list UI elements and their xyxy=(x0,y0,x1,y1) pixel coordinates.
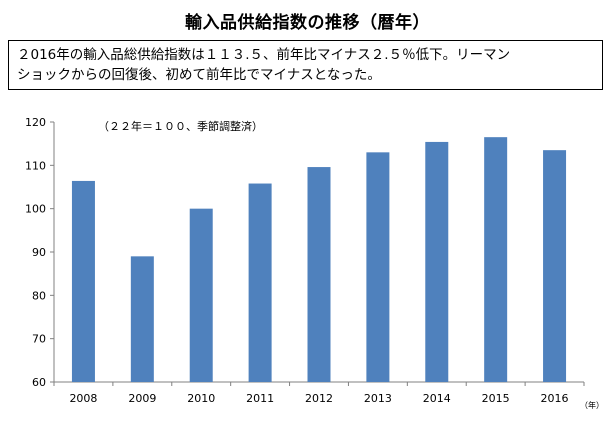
x-tick-label: 2008 xyxy=(69,392,97,405)
x-tick-label: 2014 xyxy=(423,392,451,405)
x-tick-label: 2015 xyxy=(482,392,510,405)
bar-2011 xyxy=(248,183,272,382)
x-axis-unit: （年） xyxy=(580,400,604,410)
bar-2010 xyxy=(189,208,213,382)
x-tick-label: 2013 xyxy=(364,392,392,405)
y-tick-label: 110 xyxy=(25,159,46,172)
y-tick-label: 60 xyxy=(32,376,46,389)
y-tick-label: 100 xyxy=(25,203,46,216)
bar-2013 xyxy=(366,152,390,382)
bar-2012 xyxy=(307,167,331,382)
summary-line-1: ２016年の輸入品総供給指数は１１３.５、前年比マイナス２.５％低下。リーマン xyxy=(17,47,511,63)
summary-box: ２016年の輸入品総供給指数は１１３.５、前年比マイナス２.５％低下。リーマン … xyxy=(8,40,603,90)
x-tick-label: 2011 xyxy=(246,392,274,405)
page-title: 輸入品供給指数の推移（暦年） xyxy=(185,13,430,33)
x-tick-label: 2010 xyxy=(187,392,215,405)
x-tick-label: 2016 xyxy=(541,392,569,405)
chart-note: （２２年＝１００、季節調整済） xyxy=(98,119,263,133)
x-tick-label: 2009 xyxy=(128,392,156,405)
y-axis: 60 70 80 90 100 110 120 xyxy=(25,116,55,389)
y-tick-label: 90 xyxy=(32,246,46,259)
x-tick-label: 2012 xyxy=(305,392,333,405)
bars xyxy=(71,137,567,382)
y-tick-label: 70 xyxy=(32,333,46,346)
bar-2009 xyxy=(130,256,154,382)
y-tick-label: 120 xyxy=(25,116,46,129)
bar-2008 xyxy=(71,180,95,382)
summary-line-2: ショックからの回復後、初めて前年比でマイナスとなった。 xyxy=(17,67,381,83)
y-tick-label: 80 xyxy=(32,289,46,302)
bar-2015 xyxy=(484,137,508,382)
bar-2016 xyxy=(543,150,567,382)
x-axis: 2008 2009 2010 2011 2012 2013 2014 2015 2016 xyxy=(53,381,585,405)
bar-2014 xyxy=(425,141,449,382)
